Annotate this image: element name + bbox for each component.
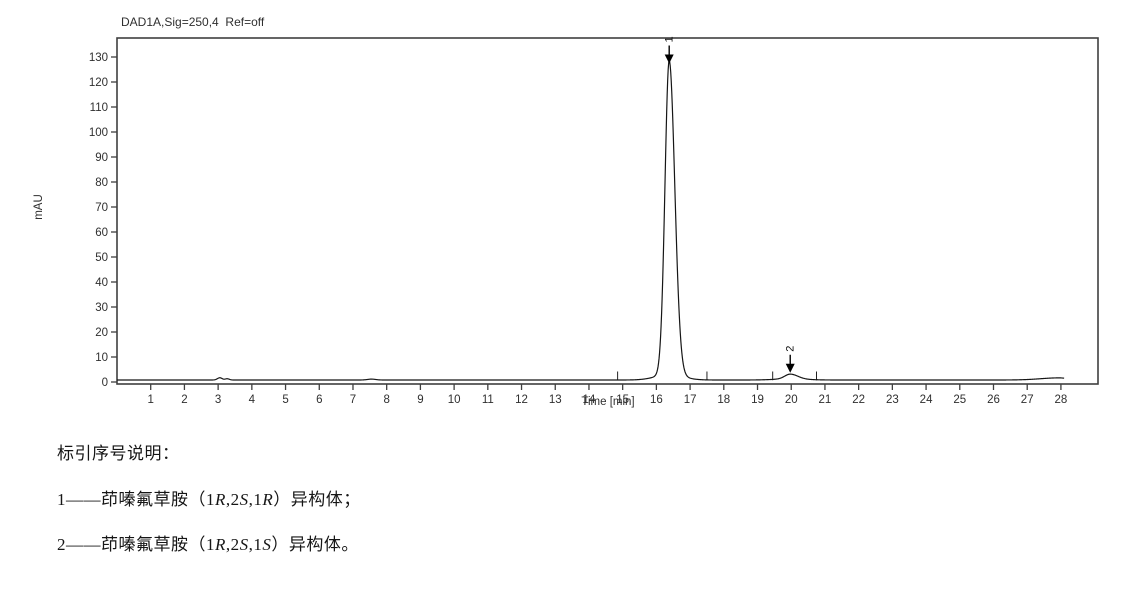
y-tick-label: 10 bbox=[95, 352, 108, 364]
peak-arrow-icon bbox=[785, 363, 795, 373]
x-tick-label: 20 bbox=[785, 394, 798, 406]
x-tick-label: 9 bbox=[417, 394, 423, 406]
y-tick-label: 130 bbox=[89, 52, 108, 64]
y-tick-label: 20 bbox=[95, 327, 108, 339]
y-tick-label: 50 bbox=[95, 252, 108, 264]
x-tick-label: 21 bbox=[819, 394, 832, 406]
y-tick-label: 80 bbox=[95, 177, 108, 189]
y-tick-label: 120 bbox=[89, 77, 108, 89]
x-tick-label: 25 bbox=[953, 394, 966, 406]
signal-title: DAD1A,Sig=250,4 Ref=off bbox=[121, 15, 265, 29]
x-tick-label: 4 bbox=[249, 394, 256, 406]
y-tick-label: 60 bbox=[95, 227, 108, 239]
x-tick-label: 23 bbox=[886, 394, 899, 406]
peak-number-label: 1 bbox=[664, 36, 676, 42]
y-tick-label: 70 bbox=[95, 202, 108, 214]
y-tick-label: 40 bbox=[95, 277, 108, 289]
x-tick-label: 5 bbox=[282, 394, 288, 406]
y-tick-label: 110 bbox=[90, 102, 108, 114]
x-tick-label: 16 bbox=[650, 394, 663, 406]
x-tick-label: 11 bbox=[482, 394, 494, 406]
x-tick-label: 3 bbox=[215, 394, 221, 406]
y-tick-label: 90 bbox=[95, 152, 108, 164]
plot-frame bbox=[116, 37, 1099, 385]
x-tick-label: 15 bbox=[616, 394, 629, 406]
x-tick-label: 8 bbox=[383, 394, 389, 406]
x-tick-label: 14 bbox=[583, 394, 596, 406]
legend-heading: 标引序号说明： bbox=[57, 444, 180, 463]
legend-block: 标引序号说明： 1——茚嗪氟草胺（1R,2S,1R）异构体； 2——茚嗪氟草胺（… bbox=[57, 444, 361, 580]
x-tick-label: 7 bbox=[350, 394, 356, 406]
x-tick-label: 6 bbox=[316, 394, 322, 406]
x-tick-label: 28 bbox=[1055, 394, 1068, 406]
chromatogram-trace bbox=[116, 59, 1065, 381]
x-tick-label: 2 bbox=[181, 394, 187, 406]
x-tick-label: 22 bbox=[852, 394, 865, 406]
x-tick-label: 17 bbox=[684, 394, 697, 406]
x-tick-label: 24 bbox=[920, 394, 933, 406]
x-tick-label: 26 bbox=[987, 394, 1000, 406]
y-tick-label: 100 bbox=[89, 127, 108, 139]
x-tick-label: 1 bbox=[148, 394, 154, 406]
x-tick-label: 13 bbox=[549, 394, 562, 406]
y-axis-label: mAU bbox=[33, 194, 45, 220]
legend-line-2: 2——茚嗪氟草胺（1R,2S,1S）异构体。 bbox=[57, 535, 359, 554]
x-axis-label: Time [min] bbox=[581, 396, 635, 408]
y-tick-label: 30 bbox=[95, 302, 108, 314]
peak-number-label: 2 bbox=[785, 346, 797, 352]
peak-arrow-icon bbox=[664, 54, 674, 64]
legend-line-1: 1——茚嗪氟草胺（1R,2S,1R）异构体； bbox=[57, 490, 361, 509]
x-tick-label: 10 bbox=[448, 394, 461, 406]
x-tick-label: 19 bbox=[751, 394, 764, 406]
x-tick-label: 18 bbox=[717, 394, 730, 406]
x-tick-label: 12 bbox=[515, 394, 528, 406]
y-tick-label: 0 bbox=[102, 377, 108, 389]
x-tick-label: 27 bbox=[1021, 394, 1034, 406]
